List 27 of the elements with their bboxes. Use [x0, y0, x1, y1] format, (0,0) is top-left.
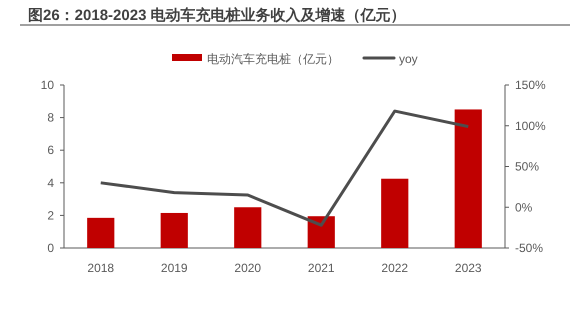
- y2-tick-label: 150%: [515, 78, 546, 92]
- x-tick-label: 2023: [454, 261, 482, 275]
- y2-tick-label: 0%: [515, 200, 533, 214]
- x-tick-label: 2022: [381, 261, 408, 275]
- legend-label: 电动汽车充电桩（亿元）: [207, 52, 339, 66]
- y-tick-label: 8: [47, 110, 54, 125]
- y-tick-label: 0: [47, 241, 54, 255]
- x-tick-label: 2019: [160, 261, 188, 275]
- legend-label: yoy: [399, 52, 418, 66]
- line-series: [99, 110, 470, 227]
- x-tick-label: 2020: [234, 261, 262, 275]
- y-tick-label: 2: [47, 208, 54, 222]
- title: 图26：2018-2023 电动车充电桩业务收入及增速（亿元）: [28, 7, 406, 24]
- bar: [308, 216, 335, 248]
- y-tick-label: 6: [47, 143, 54, 158]
- bar: [87, 218, 114, 248]
- x-tick-label: 2018: [87, 261, 114, 275]
- bar: [454, 109, 482, 248]
- y-tick-label: 10: [40, 78, 54, 92]
- x-tick-label: 2021: [308, 261, 335, 275]
- y-tick-label: 4: [47, 176, 54, 190]
- bar: [234, 207, 262, 248]
- y2-tick-label: 50%: [515, 160, 540, 174]
- y2-tick-label: -50%: [515, 241, 544, 255]
- y2-tick-label: 100%: [515, 118, 546, 133]
- bar: [381, 178, 408, 248]
- bar: [160, 212, 188, 248]
